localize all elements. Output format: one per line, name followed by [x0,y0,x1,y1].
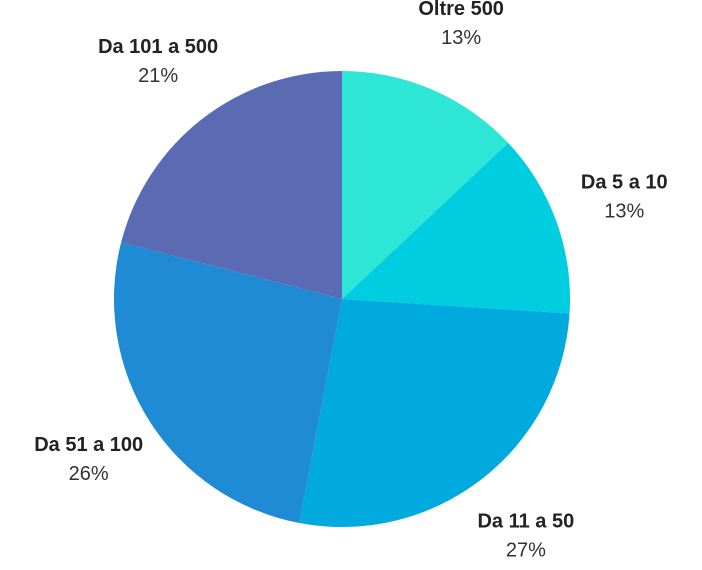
pie-slice [114,242,342,523]
slice-label: Oltre 500 [418,0,504,20]
pie-slice [342,142,570,314]
slice-value-label: 26% [69,463,109,485]
slice-value-label: 21% [138,65,178,87]
slice-label: Da 101 a 500 [98,36,218,58]
slice-value-label: 13% [604,201,644,223]
slice-label: Da 51 a 100 [34,434,143,456]
pie-slice [299,299,570,527]
slice-label: Da 11 a 50 [477,510,574,532]
slice-value-label: 13% [441,27,481,49]
pie-slice [342,71,509,299]
pie-slice [121,71,342,299]
slice-value-label: 27% [506,539,546,561]
slice-label: Da 5 a 10 [581,172,668,194]
